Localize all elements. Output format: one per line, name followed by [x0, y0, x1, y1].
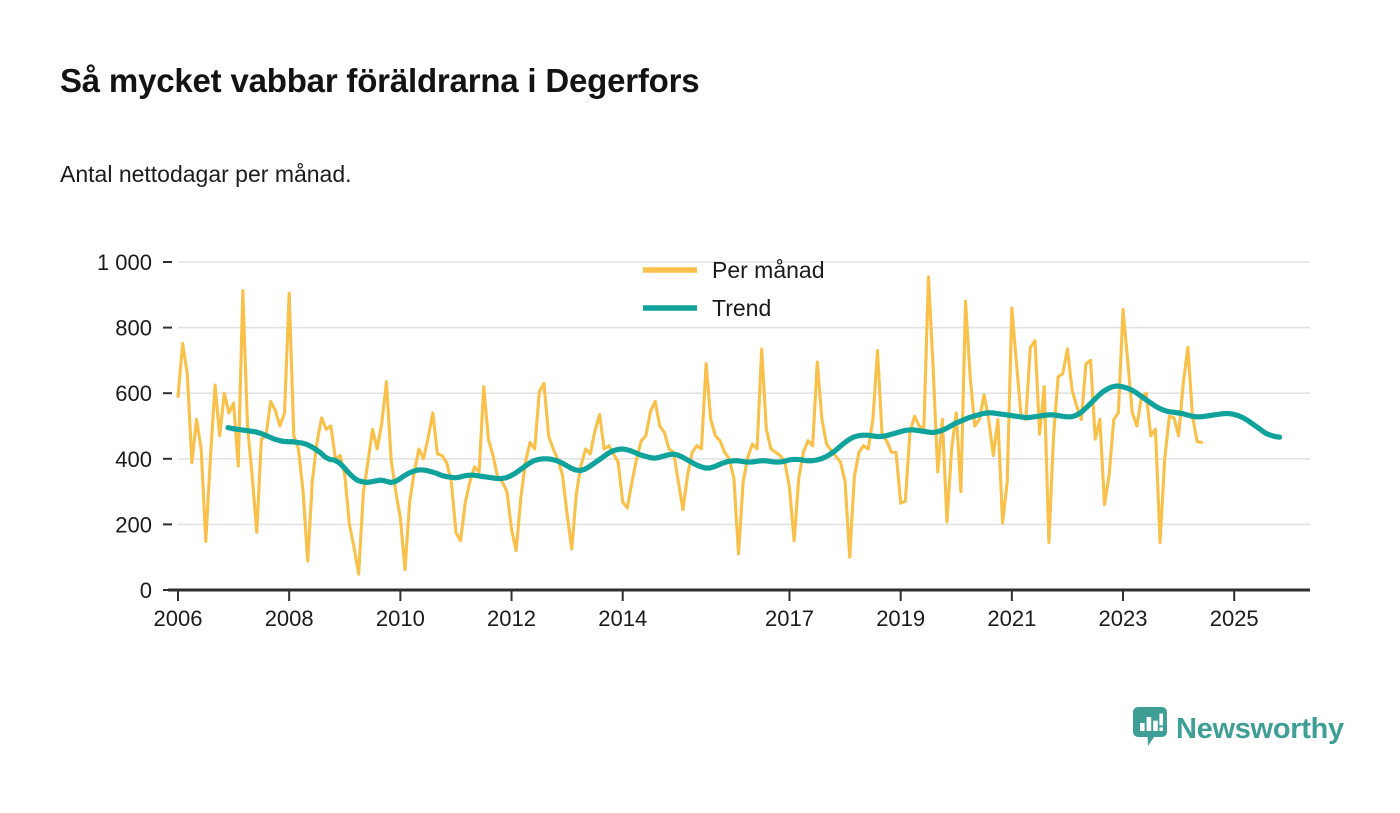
page-subtitle: Antal nettodagar per månad.: [60, 161, 352, 187]
y-tick-label: 1 000: [97, 250, 152, 275]
legend-label: Per månad: [712, 257, 825, 283]
x-tick-label: 2021: [987, 606, 1036, 631]
y-tick-label: 600: [115, 381, 152, 406]
chart-legend: Per månad Trend: [643, 257, 825, 321]
y-tick-label: 0: [140, 578, 152, 603]
x-axis-labels: 2006 2008 2010 2012 2014 2017 2019 2021 2023 2025: [154, 606, 1259, 631]
x-tick-label: 2014: [598, 606, 647, 631]
x-tick-label: 2010: [376, 606, 425, 631]
x-tick-label: 2023: [1099, 606, 1148, 631]
series-line-trend: [225, 383, 1283, 486]
y-tick-label: 400: [115, 447, 152, 472]
newsworthy-bar-chart-bubble-icon: [1133, 707, 1167, 752]
newsworthy-logo: Newsworthy: [1133, 707, 1344, 752]
series-line-per-manad: [176, 275, 1204, 576]
x-axis-ticks: [177, 590, 1236, 601]
x-tick-label: 2019: [876, 606, 925, 631]
x-tick-label: 2006: [154, 606, 203, 631]
page-title: Så mycket vabbar föräldrarna i Degerfors: [60, 62, 700, 99]
x-tick-label: 2017: [765, 606, 814, 631]
y-axis-labels: 0 200 400 600 800 1 000: [97, 250, 152, 603]
legend-label: Trend: [712, 295, 771, 321]
y-tick-label: 200: [115, 512, 152, 537]
y-tick-label: 800: [115, 316, 152, 341]
y-axis-ticks: [163, 261, 172, 591]
logo-svg: [1133, 707, 1167, 746]
x-tick-label: 2025: [1210, 606, 1259, 631]
x-tick-label: 2012: [487, 606, 536, 631]
newsworthy-wordmark: Newsworthy: [1176, 713, 1344, 745]
x-tick-label: 2008: [265, 606, 314, 631]
